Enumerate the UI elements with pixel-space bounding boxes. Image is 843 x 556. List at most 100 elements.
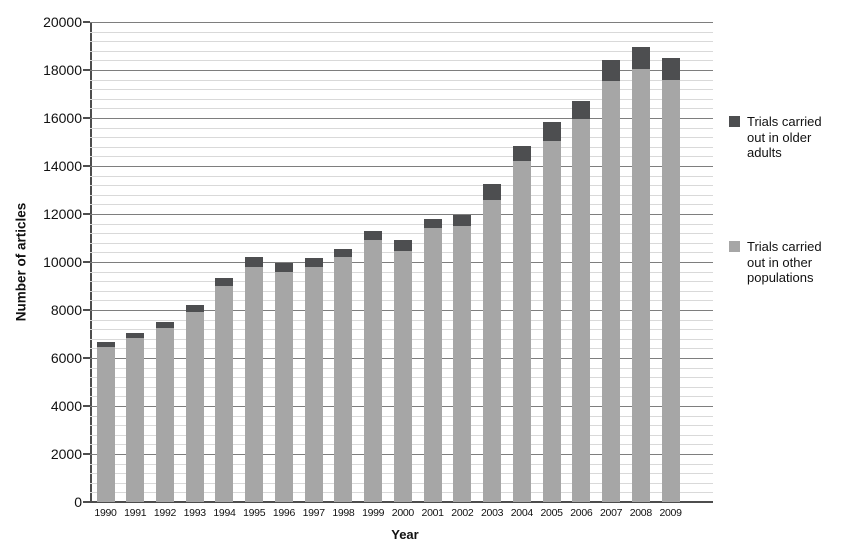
bar-older-adults xyxy=(185,305,204,313)
bar-other-populations xyxy=(185,312,204,502)
bar-other-populations xyxy=(661,79,680,502)
gridline-minor xyxy=(90,50,713,52)
x-tick-label: 2006 xyxy=(570,507,593,519)
y-tick-mark xyxy=(83,501,90,503)
bar-older-adults xyxy=(245,257,264,267)
x-tick-label: 2004 xyxy=(510,507,533,519)
y-tick-mark xyxy=(83,21,90,23)
plot-area: 1990 1991 1992 1993 1994 1995 1996 1997 1998 1999… xyxy=(90,22,713,519)
x-tick-label: 1990 xyxy=(94,507,117,519)
y-tick-label: 10000 xyxy=(43,254,82,270)
y-tick-label: 6000 xyxy=(50,350,82,366)
y-tick-label: 8000 xyxy=(50,302,82,318)
x-tick-label: 2003 xyxy=(481,507,504,519)
bar-other-populations xyxy=(512,161,531,502)
bar-other-populations xyxy=(215,286,234,502)
gridline-minor xyxy=(90,223,713,225)
bar-older-adults xyxy=(512,145,531,162)
bar-other-populations xyxy=(393,251,412,502)
gridline-minor xyxy=(90,127,713,129)
x-axis-title: Year xyxy=(391,527,419,542)
bar-older-adults xyxy=(126,332,145,338)
gridline-major xyxy=(90,70,713,71)
bar-older-adults xyxy=(393,240,412,252)
x-tick-label: 2002 xyxy=(451,507,474,519)
bar-other-populations xyxy=(602,80,621,502)
bar-older-adults xyxy=(96,342,115,348)
x-tick-label: 2009 xyxy=(659,507,682,519)
x-tick-label: 2000 xyxy=(391,507,414,519)
x-axis-line xyxy=(90,501,713,503)
gridline-minor xyxy=(90,233,713,235)
gridline-minor xyxy=(90,31,713,33)
x-tick-label: 1998 xyxy=(332,507,355,519)
y-tick-mark xyxy=(83,309,90,311)
y-tick-mark xyxy=(83,213,90,215)
gridline-minor xyxy=(90,89,713,91)
gridline-minor xyxy=(90,156,713,158)
y-tick-label: 14000 xyxy=(43,158,82,174)
y-tick-label: 18000 xyxy=(43,62,82,78)
bar-other-populations xyxy=(364,240,383,502)
y-tick-mark xyxy=(83,69,90,71)
y-tick-label: 16000 xyxy=(43,110,82,126)
y-tick-label: 2000 xyxy=(50,446,82,462)
gridline-major xyxy=(90,214,713,215)
y-tick-mark xyxy=(83,453,90,455)
x-tick-label: 2008 xyxy=(629,507,652,519)
bar-older-adults xyxy=(155,322,174,328)
gridline-minor xyxy=(90,98,713,100)
x-tick-label: 2005 xyxy=(540,507,563,519)
bar-older-adults xyxy=(453,215,472,226)
y-tick-label: 4000 xyxy=(50,398,82,414)
x-tick-label: 1999 xyxy=(362,507,385,519)
bar-other-populations xyxy=(126,337,145,502)
bar-older-adults xyxy=(483,184,502,200)
bar-other-populations xyxy=(453,226,472,502)
gridline-major xyxy=(90,118,713,119)
gridline-minor xyxy=(90,60,713,62)
legend-label-other-populations: Trials carried out in other populations xyxy=(747,239,822,285)
bar-other-populations xyxy=(304,266,323,502)
y-tick-mark xyxy=(83,165,90,167)
bar-other-populations xyxy=(155,328,174,502)
y-tick-mark xyxy=(83,261,90,263)
bar-older-adults xyxy=(572,101,591,120)
bar-other-populations xyxy=(483,199,502,502)
x-tick-label: 1997 xyxy=(302,507,325,519)
y-tick-label: 20000 xyxy=(43,14,82,30)
bar-older-adults xyxy=(602,60,621,81)
gridline-minor xyxy=(90,137,713,139)
x-tick-label: 1992 xyxy=(153,507,177,519)
bar-other-populations xyxy=(631,68,650,502)
bar-other-populations xyxy=(542,140,561,502)
bar-older-adults xyxy=(423,218,442,229)
legend-item-other-populations: Trials carried out in other populations xyxy=(729,239,829,286)
bar-older-adults xyxy=(334,248,353,258)
legend-item-older-adults: Trials carried out in older adults xyxy=(729,114,829,161)
y-tick-mark xyxy=(83,405,90,407)
gridline-minor xyxy=(90,204,713,206)
bar-older-adults xyxy=(364,230,383,241)
x-tick-label: 1991 xyxy=(124,507,147,519)
gridline-minor xyxy=(90,194,713,196)
gridline-minor xyxy=(90,175,713,177)
y-tick-label: 0 xyxy=(74,494,82,510)
bar-older-adults xyxy=(542,121,561,141)
legend-swatch-older-adults xyxy=(729,116,740,127)
x-tick-label: 1993 xyxy=(183,507,206,519)
bar-older-adults xyxy=(631,47,650,69)
y-axis-title: Number of articles xyxy=(13,202,29,322)
legend-label-older-adults: Trials carried out in older adults xyxy=(747,114,822,160)
bar-other-populations xyxy=(96,347,115,502)
gridline-minor xyxy=(90,108,713,110)
bar-other-populations xyxy=(334,257,353,502)
y-tick-mark xyxy=(83,357,90,359)
bar-other-populations xyxy=(245,266,264,502)
gridline-minor xyxy=(90,79,713,81)
y-tick-mark xyxy=(83,117,90,119)
gridline-major xyxy=(90,166,713,167)
bar-other-populations xyxy=(274,271,293,502)
gridline-minor xyxy=(90,146,713,148)
gridline-minor xyxy=(90,185,713,187)
